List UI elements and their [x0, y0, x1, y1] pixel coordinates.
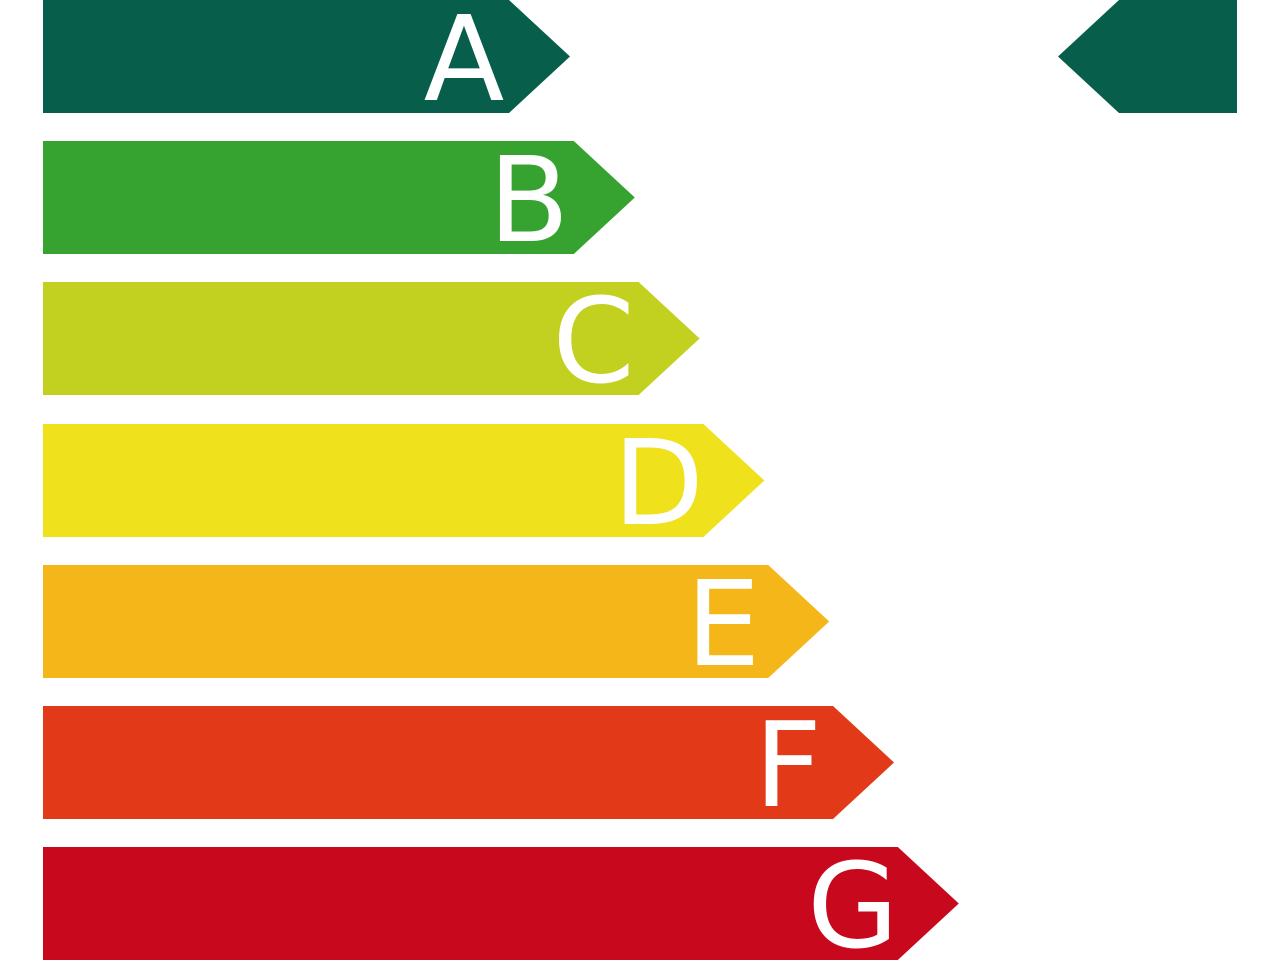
rating-letter: D	[613, 414, 704, 552]
rating-arrow	[43, 282, 700, 395]
rating-letter: A	[424, 0, 505, 128]
rating-bar-f: F	[43, 696, 894, 834]
rating-letter: G	[807, 837, 898, 960]
rating-arrow	[43, 0, 570, 113]
rating-bar-c: C	[43, 272, 700, 410]
rating-arrow	[43, 424, 765, 537]
rating-arrow	[43, 847, 959, 960]
rating-bar-b: B	[43, 131, 635, 269]
rating-arrow	[43, 706, 894, 819]
rating-letter: F	[754, 696, 822, 834]
rating-bar-g: G	[43, 837, 959, 960]
rating-letter: C	[552, 272, 634, 410]
rating-arrow	[43, 565, 830, 678]
rating-indicator-arrow	[1058, 0, 1237, 113]
rating-bar-e: E	[43, 555, 830, 693]
rating-arrow	[43, 141, 635, 254]
rating-letter: E	[686, 555, 761, 693]
rating-bar-d: D	[43, 414, 765, 552]
rating-letter: B	[488, 131, 569, 269]
rating-bar-a: A	[43, 0, 570, 128]
